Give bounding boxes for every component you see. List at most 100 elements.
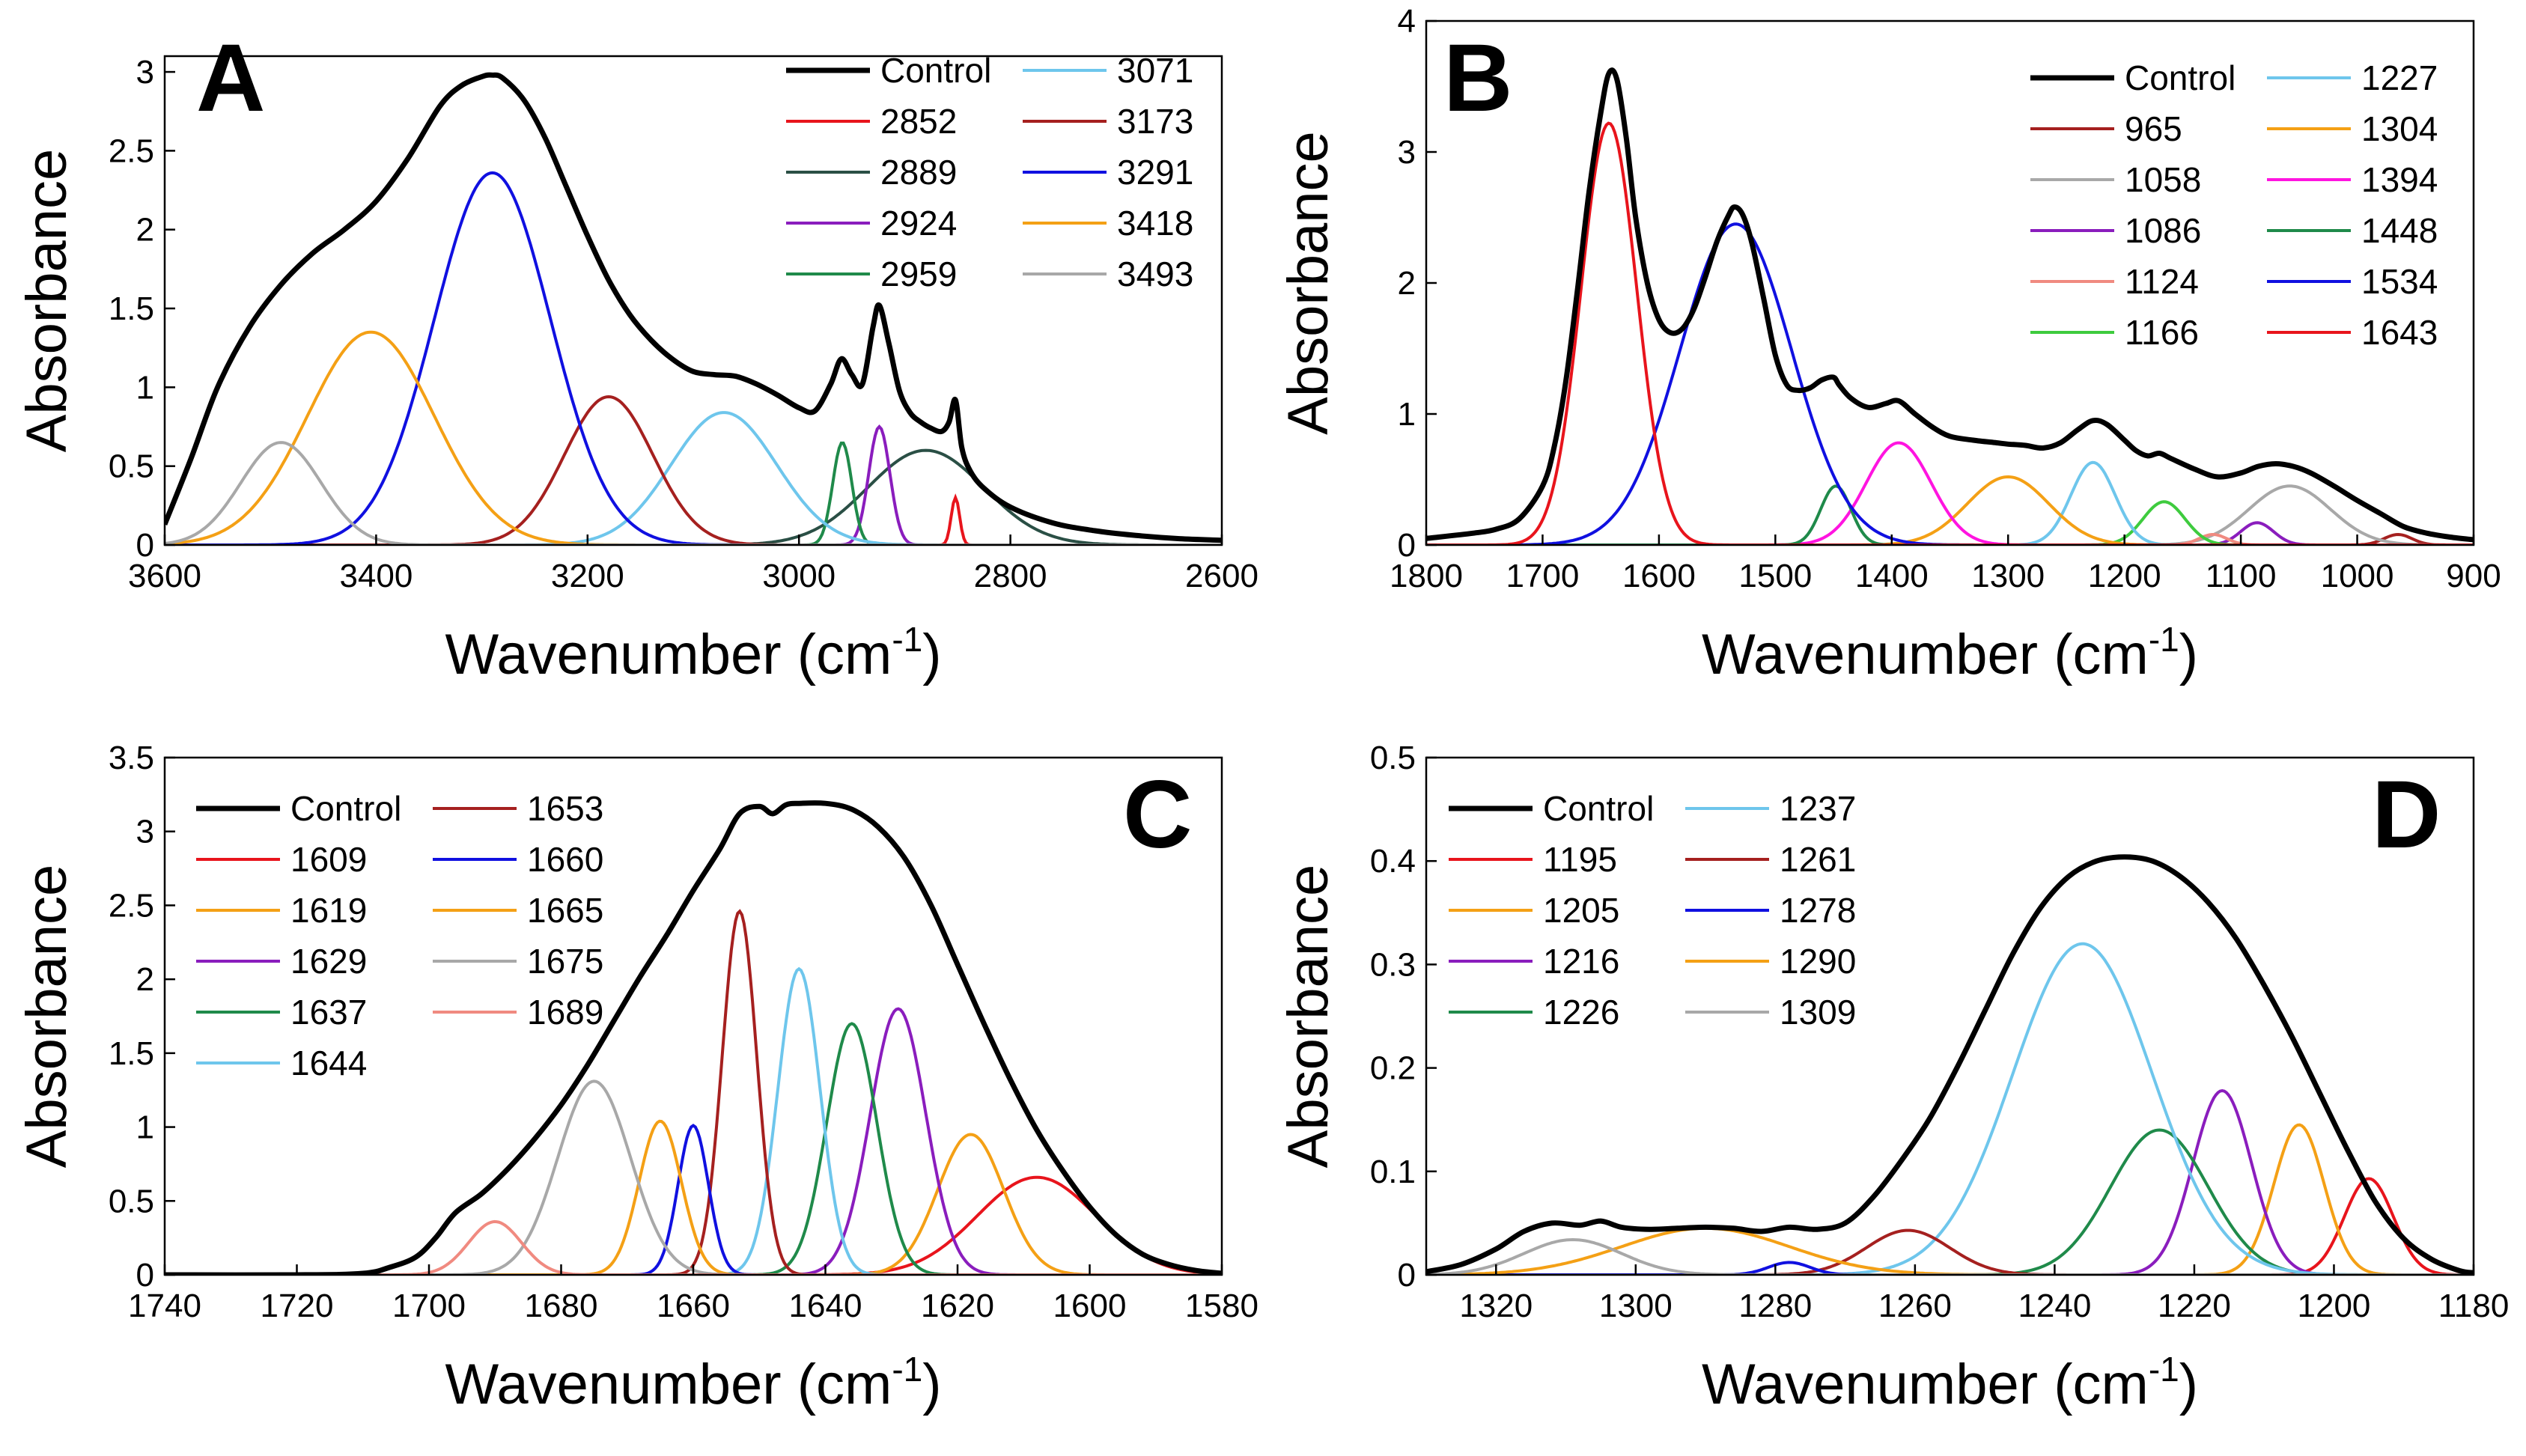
chart-panel-c: 1740 1720 1700 1680 1660 1640 1620 1600 1580 0 0.5… — [15, 740, 1259, 1416]
y-axis-title: Absorbance — [15, 865, 79, 1169]
y-tick-label: 0 — [1398, 1257, 1416, 1294]
legend-label: 1609 — [290, 840, 367, 879]
y-tick-label: 0 — [136, 527, 154, 564]
series-line-1309 — [1426, 1237, 2474, 1275]
legend: Control 965 1058 1086 1124 1166 1227 1304 1394 14… — [2030, 58, 2438, 352]
legend-label: 3418 — [1117, 204, 1193, 243]
legend-label: 1644 — [290, 1044, 367, 1082]
series-line-1058 — [1426, 484, 2474, 545]
x-tick-label: 1660 — [657, 1288, 730, 1324]
control-spectrum-line — [165, 800, 1222, 1275]
legend-label: Control — [880, 51, 991, 90]
chart-panel-d: 1320 1300 1280 1260 1240 1220 1200 1180 0 0.1 0.2 0… — [1276, 740, 2509, 1416]
series-line-1675 — [165, 1079, 1222, 1275]
x-tick-label: 1600 — [1053, 1288, 1127, 1324]
legend: Control 1195 1205 1216 1226 1237 1261 1278 1290 1… — [1449, 789, 1856, 1032]
series-line-1304 — [1426, 475, 2474, 545]
y-tick-label: 2 — [136, 961, 154, 998]
legend-label: 1653 — [527, 789, 603, 828]
x-tick-label: 1600 — [1622, 558, 1696, 594]
x-tick-label: 1280 — [1738, 1288, 1812, 1324]
legend-label: 1086 — [2125, 211, 2201, 250]
legend-label: 1665 — [527, 891, 603, 930]
legend: Control 2852 2889 2924 2959 3071 3173 3291 3418 3… — [786, 51, 1193, 293]
series-line-3173 — [165, 395, 1222, 545]
series-line-1205 — [1426, 1123, 2474, 1275]
y-tick-label: 1 — [1398, 396, 1416, 433]
legend: Control 1609 1619 1629 1637 1644 1653 1660 1665 1… — [196, 789, 603, 1082]
y-tick-label: 2.5 — [109, 132, 154, 169]
legend-label: 1261 — [1780, 840, 1856, 879]
y-tick-label: 3.5 — [109, 740, 154, 776]
legend-label: 1124 — [2125, 262, 2199, 301]
chart-panel-a: 3600 3400 3200 3000 2800 2600 0 0.5 1 1.5 2 2.5 3 Wav… — [15, 25, 1259, 686]
y-tick-label: 3 — [1398, 134, 1416, 171]
legend-label: Control — [1543, 789, 1654, 828]
x-tick-label: 900 — [2446, 558, 2501, 594]
x-tick-label: 2800 — [974, 558, 1047, 594]
x-tick-label: 1640 — [789, 1288, 862, 1324]
legend-label: 1166 — [2125, 313, 2199, 352]
y-tick-label: 2.5 — [109, 887, 154, 924]
x-axis-title: Wavenumber (cm-1) — [445, 1350, 941, 1416]
y-tick-label: 0.3 — [1370, 946, 1416, 983]
series-line-3291 — [165, 171, 1222, 545]
legend-label: 965 — [2125, 109, 2182, 148]
legend-label: 3071 — [1117, 51, 1193, 90]
control-spectrum-line — [1426, 854, 2474, 1275]
y-tick-label: 2 — [136, 212, 154, 249]
y-tick-label: 2 — [1398, 265, 1416, 302]
legend-label: 1237 — [1780, 789, 1856, 828]
panel-letter: D — [2372, 761, 2441, 868]
x-tick-label: 1800 — [1390, 558, 1463, 594]
legend-label: Control — [2125, 58, 2236, 97]
x-tick-label: 1220 — [2158, 1288, 2231, 1324]
x-tick-label: 2600 — [1185, 558, 1259, 594]
x-tick-label: 3400 — [339, 558, 413, 594]
y-tick-label: 1.5 — [109, 1035, 154, 1072]
series-line-1216 — [1426, 1088, 2474, 1275]
x-tick-label: 1240 — [2018, 1288, 2091, 1324]
x-tick-label: 1100 — [2206, 558, 2277, 594]
series-line-1394 — [1426, 441, 2474, 545]
legend-label: 1637 — [290, 993, 367, 1032]
x-tick-label: 1200 — [2298, 1288, 2371, 1324]
series-line-3418 — [165, 330, 1222, 545]
legend-label: 1643 — [2361, 313, 2438, 352]
legend-label: Control — [290, 789, 401, 828]
panel-letter: B — [1443, 25, 1512, 132]
x-tick-label: 1700 — [392, 1288, 466, 1324]
control-spectrum-line — [1426, 67, 2474, 543]
y-tick-label: 0.1 — [1370, 1154, 1416, 1190]
x-tick-label: 1700 — [1506, 558, 1579, 594]
panel-letter: A — [196, 25, 265, 132]
series-line-1609 — [165, 1175, 1222, 1275]
x-tick-label: 3200 — [551, 558, 624, 594]
legend-label: 1689 — [527, 993, 603, 1032]
x-tick-label: 1720 — [261, 1288, 334, 1324]
x-tick-label: 1000 — [2321, 558, 2394, 594]
legend-label: 3291 — [1117, 153, 1193, 192]
legend-label: 1058 — [2125, 160, 2201, 199]
legend-label: 1534 — [2361, 262, 2438, 301]
legend-label: 1195 — [1543, 840, 1617, 879]
legend-label: 1660 — [527, 840, 603, 879]
series-line-1226 — [1426, 1128, 2474, 1275]
axes-frame — [1425, 756, 2475, 1276]
y-tick-label: 0.5 — [109, 448, 154, 485]
y-tick-label: 1 — [136, 369, 154, 406]
y-tick-label: 3 — [136, 814, 154, 850]
legend-label: 1226 — [1543, 993, 1619, 1032]
y-tick-label: 0.5 — [1370, 740, 1416, 776]
legend-label: 1227 — [2361, 58, 2438, 97]
legend-label: 2924 — [880, 204, 957, 243]
x-tick-label: 3600 — [128, 558, 201, 594]
y-axis-title: Absorbance — [1276, 131, 1340, 435]
x-axis-title: Wavenumber (cm-1) — [445, 620, 941, 686]
x-axis-title: Wavenumber (cm-1) — [1702, 1350, 2198, 1416]
legend-label: 2889 — [880, 153, 957, 192]
x-tick-label: 1200 — [2088, 558, 2161, 594]
x-tick-label: 1300 — [1599, 1288, 1673, 1324]
legend-label: 1675 — [527, 942, 603, 981]
